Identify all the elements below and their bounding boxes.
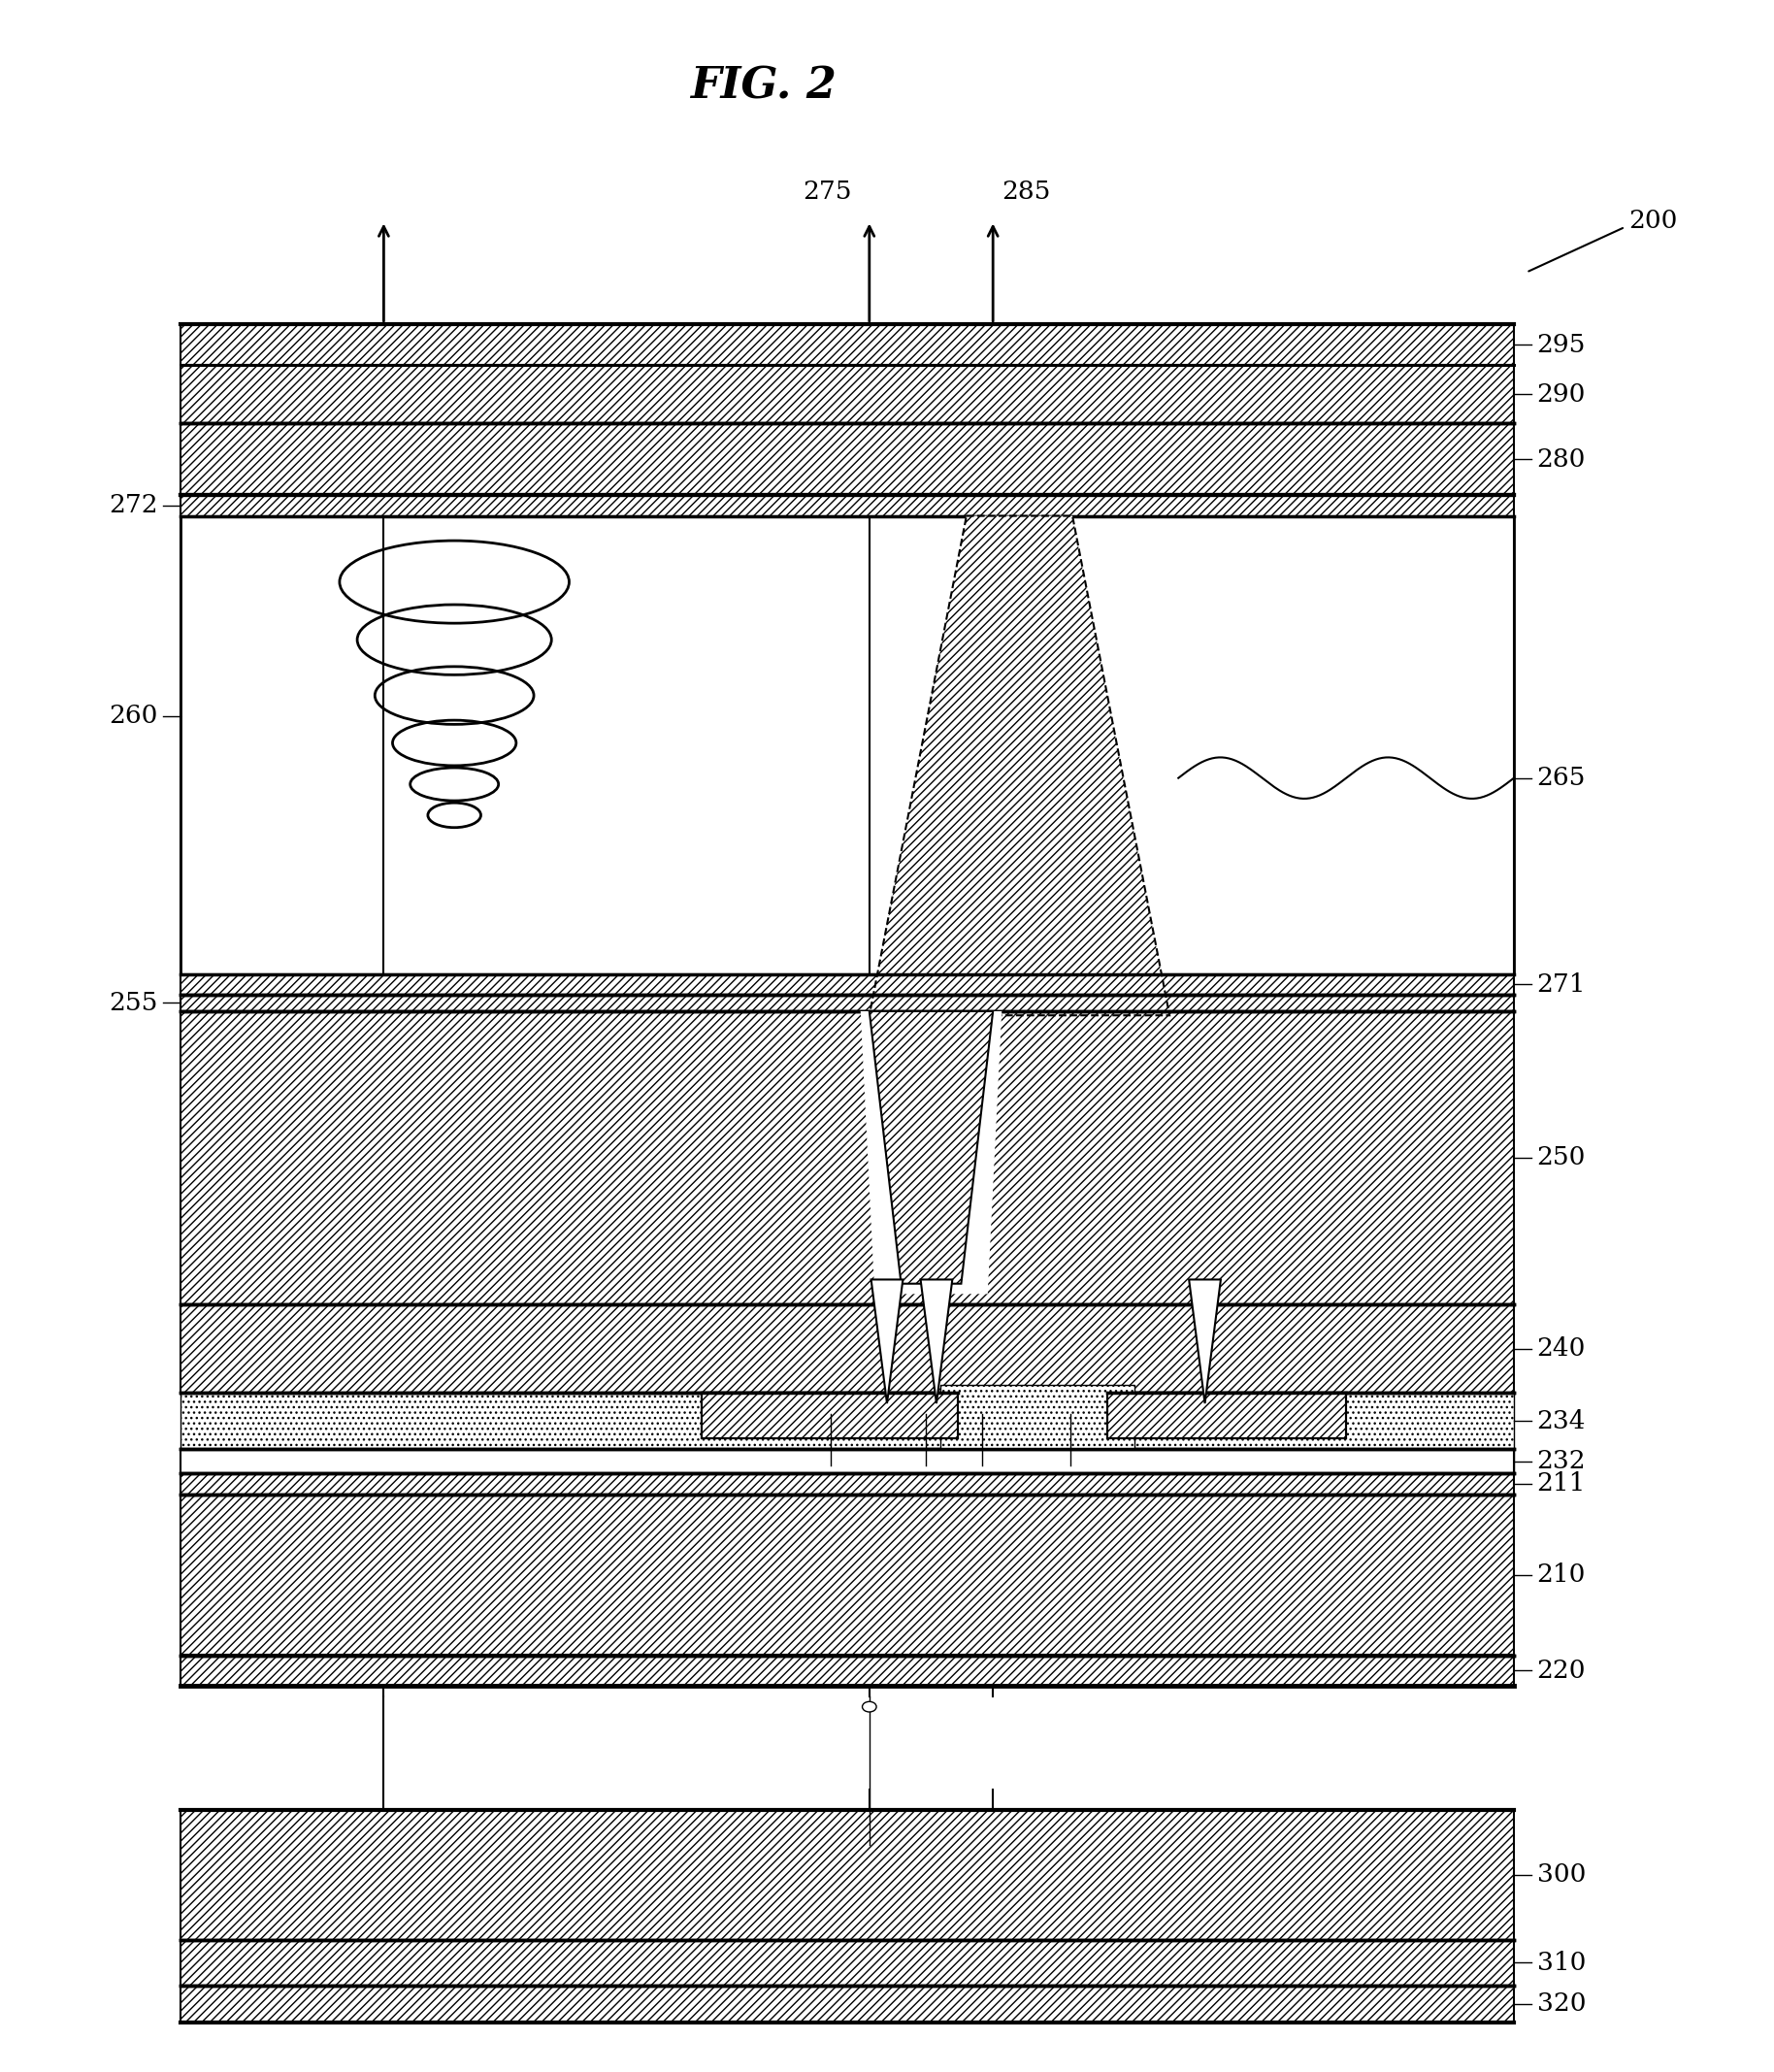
Text: 300: 300 <box>1536 1863 1586 1888</box>
Text: 210: 210 <box>1536 1562 1586 1587</box>
Text: 232: 232 <box>1536 1448 1586 1473</box>
Text: 220: 220 <box>1536 1658 1586 1682</box>
Bar <box>958 1394 1107 1436</box>
Bar <box>181 516 1513 974</box>
Text: 280: 280 <box>1536 448 1586 470</box>
Bar <box>181 1494 1513 1656</box>
Bar <box>701 1392 958 1438</box>
Text: 265: 265 <box>1536 767 1586 789</box>
Bar <box>181 1448 1513 1473</box>
Bar <box>181 1656 1513 1687</box>
Bar <box>181 1985 1513 2022</box>
Bar <box>181 1811 1513 1939</box>
Text: 236: 236 <box>809 1475 853 1498</box>
Text: 295: 295 <box>1536 332 1586 356</box>
Bar <box>181 1303 1513 1392</box>
Text: A: A <box>891 1861 908 1886</box>
Text: 255: 255 <box>108 990 158 1015</box>
Bar <box>181 323 1513 365</box>
Bar <box>1107 1392 1346 1438</box>
Bar <box>181 1473 1513 1494</box>
Polygon shape <box>1189 1280 1221 1403</box>
Bar <box>181 1011 1513 1303</box>
Text: 231: 231 <box>960 1475 1004 1498</box>
Text: 290: 290 <box>1536 381 1586 406</box>
Text: 320: 320 <box>1536 1991 1586 2016</box>
Text: 235: 235 <box>1048 1475 1093 1498</box>
Text: 310: 310 <box>1536 1950 1586 1975</box>
Text: 233: 233 <box>905 1475 947 1498</box>
Text: 240: 240 <box>1536 1336 1586 1361</box>
Text: 211: 211 <box>1536 1471 1586 1496</box>
Bar <box>181 995 1513 1011</box>
Text: — A: — A <box>809 1844 860 1869</box>
Bar <box>181 423 1513 495</box>
Polygon shape <box>860 1011 1002 1295</box>
Bar <box>181 1392 1513 1448</box>
Text: 250: 250 <box>1536 1146 1586 1171</box>
Bar <box>181 365 1513 423</box>
Text: FIG. 2: FIG. 2 <box>690 66 837 108</box>
Bar <box>181 1448 1513 1473</box>
Text: 272: 272 <box>108 493 158 518</box>
Bar <box>181 1939 1513 1985</box>
Polygon shape <box>869 1011 993 1285</box>
Bar <box>181 495 1513 516</box>
Bar <box>940 1384 1134 1448</box>
Text: 271: 271 <box>1536 972 1586 997</box>
Polygon shape <box>921 1280 953 1403</box>
Text: 260: 260 <box>108 704 158 727</box>
Polygon shape <box>871 1280 903 1403</box>
Text: 234: 234 <box>1536 1409 1586 1434</box>
Ellipse shape <box>862 1701 876 1711</box>
Text: 285: 285 <box>1002 180 1050 205</box>
Text: — V: — V <box>323 1834 374 1859</box>
Bar <box>181 974 1513 995</box>
Polygon shape <box>869 516 1169 1015</box>
Text: 200: 200 <box>1629 209 1678 232</box>
Text: 275: 275 <box>802 180 852 205</box>
